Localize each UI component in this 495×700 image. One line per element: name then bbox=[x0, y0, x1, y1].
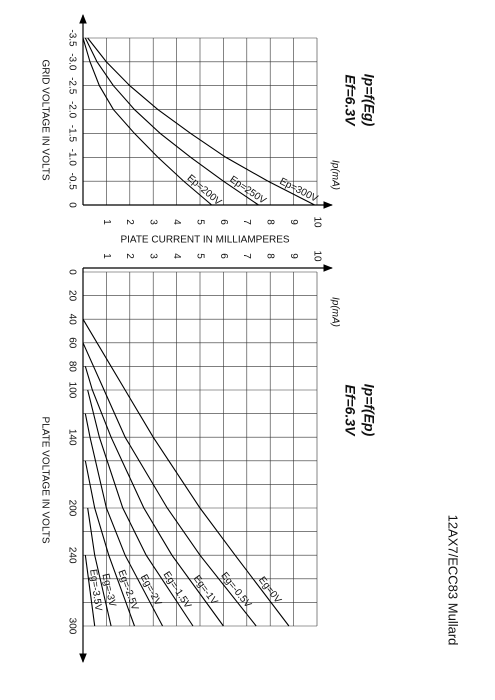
voltage-tick-label: 240 bbox=[66, 547, 77, 564]
voltage-tick-label: 80 bbox=[66, 361, 77, 373]
current-tick-label: 1 bbox=[101, 219, 112, 225]
current-tick-label: 3 bbox=[148, 253, 159, 259]
voltage-tick-label: 100 bbox=[66, 382, 77, 399]
voltage-tick-label: 200 bbox=[66, 500, 77, 517]
voltage-axis-title: PLATE VOLTAGE IN VOLTS bbox=[39, 416, 50, 543]
voltage-tick-label: 20 bbox=[66, 290, 77, 302]
voltage-tick-label: -1.0 bbox=[66, 149, 77, 167]
voltage-tick-label: 60 bbox=[66, 337, 77, 349]
curve bbox=[87, 389, 194, 627]
current-tick-label: 10 bbox=[311, 216, 322, 228]
voltage-tick-label: -2.0 bbox=[66, 101, 77, 119]
curve-label: Ep=300V bbox=[278, 176, 320, 205]
current-tick-label: 5 bbox=[194, 253, 205, 259]
page-title: 12AX7/ECC83 Mullard bbox=[446, 515, 461, 646]
chart-title: Ip=f(Ep) bbox=[361, 384, 377, 437]
voltage-tick-label: -3.5 bbox=[66, 29, 77, 47]
current-tick-label: 7 bbox=[241, 219, 252, 225]
current-tick-label: 8 bbox=[265, 253, 276, 259]
chart-title: Ip=f(Eg) bbox=[361, 74, 377, 127]
voltage-tick-label: 300 bbox=[66, 618, 77, 635]
curve-label: Eg=-2.5V bbox=[115, 569, 140, 613]
curve bbox=[87, 507, 112, 627]
curve-label: Ep=250V bbox=[227, 174, 268, 207]
axis-unit: Ip(mA) bbox=[329, 297, 340, 327]
voltage-tick-label: -3.0 bbox=[66, 53, 77, 71]
current-tick-label: 9 bbox=[288, 253, 299, 259]
curve bbox=[84, 37, 259, 206]
current-tick-label: 6 bbox=[218, 219, 229, 225]
current-tick-label: 8 bbox=[265, 219, 276, 225]
curve bbox=[84, 413, 164, 627]
voltage-tick-label: 0 bbox=[66, 202, 77, 208]
curve-label: Ep=200V bbox=[185, 173, 224, 208]
curve bbox=[84, 460, 135, 627]
current-tick-label: 7 bbox=[241, 253, 252, 259]
current-tick-label: 3 bbox=[148, 219, 159, 225]
chart-subtitle: Ef=6.3V bbox=[342, 385, 358, 438]
current-tick-label: 2 bbox=[124, 253, 135, 259]
voltage-axis-title: GRID VOLTAGE IN VOLTS bbox=[39, 59, 50, 180]
curve bbox=[87, 37, 315, 206]
current-tick-label: 4 bbox=[171, 253, 182, 259]
curve bbox=[84, 555, 96, 627]
current-tick-label: 10 bbox=[311, 250, 322, 262]
axis-unit: Ip(mA) bbox=[329, 160, 340, 190]
curve bbox=[84, 366, 224, 627]
curve bbox=[82, 318, 290, 627]
current-tick-label: 6 bbox=[218, 253, 229, 259]
curve bbox=[82, 342, 257, 627]
voltage-tick-label: -2.5 bbox=[66, 77, 77, 95]
chart-subtitle: Ef=6.3V bbox=[342, 75, 358, 128]
curve bbox=[82, 37, 213, 206]
current-tick-label: 5 bbox=[194, 219, 205, 225]
voltage-tick-label: -1.5 bbox=[66, 125, 77, 143]
current-tick-label: 9 bbox=[288, 219, 299, 225]
current-tick-label: 4 bbox=[171, 219, 182, 225]
voltage-tick-label: 40 bbox=[66, 314, 77, 326]
curve-label: Eg=-3.5V bbox=[87, 569, 103, 612]
voltage-tick-label: -0.5 bbox=[66, 173, 77, 191]
current-tick-label: 2 bbox=[124, 219, 135, 225]
current-tick-label: 1 bbox=[101, 253, 112, 259]
current-axis-title: PIATE CURRENT IN MILLIAMPERES bbox=[120, 235, 289, 246]
voltage-tick-label: 0 bbox=[66, 269, 77, 275]
voltage-tick-label: 140 bbox=[66, 429, 77, 446]
